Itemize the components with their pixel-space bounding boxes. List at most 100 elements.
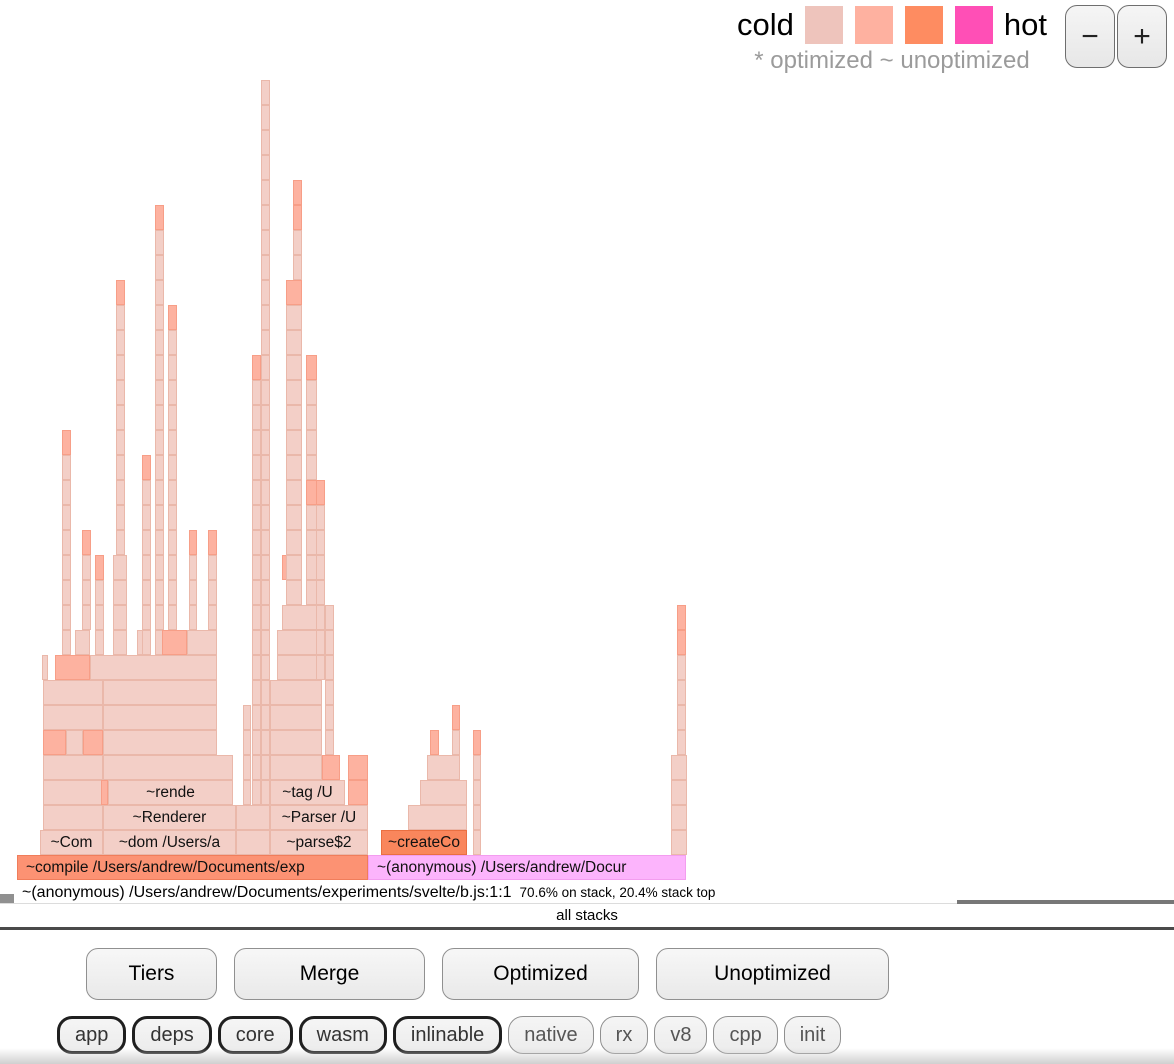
flame-block[interactable] (155, 205, 164, 230)
flame-block[interactable] (671, 780, 687, 805)
zoom-out-button[interactable]: − (1065, 5, 1115, 68)
flame-block[interactable] (168, 505, 177, 530)
flame-block[interactable] (261, 355, 270, 380)
flame-block[interactable] (261, 580, 270, 605)
flame-block[interactable] (261, 680, 270, 705)
filter-core[interactable]: core (217, 1016, 293, 1054)
flame-block[interactable] (261, 405, 270, 430)
flame-block[interactable] (142, 530, 151, 555)
flame-block[interactable] (95, 555, 104, 580)
tiers-button[interactable]: Tiers (86, 948, 217, 1000)
flame-block[interactable] (261, 330, 270, 355)
flame-block[interactable] (43, 730, 66, 755)
flame-block[interactable] (243, 730, 251, 755)
flame-block[interactable] (348, 755, 368, 780)
flame-block[interactable] (168, 305, 177, 330)
flame-block[interactable] (261, 755, 270, 780)
flame-block[interactable] (103, 730, 217, 755)
flame-block[interactable] (286, 555, 302, 580)
flame-block[interactable] (473, 755, 481, 780)
flame-block[interactable] (282, 605, 317, 630)
flame-block[interactable] (261, 455, 270, 480)
flame-block[interactable] (55, 655, 90, 680)
flame-block[interactable] (316, 555, 325, 580)
flame-block[interactable] (316, 480, 325, 505)
merge-button[interactable]: Merge (234, 948, 425, 1000)
flame-block[interactable] (408, 805, 467, 830)
flame-block[interactable] (252, 705, 261, 730)
flame-block[interactable] (473, 830, 481, 855)
flame-block[interactable] (261, 80, 270, 105)
flame-block[interactable] (316, 505, 325, 530)
flame-block[interactable] (155, 330, 164, 355)
flame-block[interactable] (62, 530, 71, 555)
flame-block[interactable] (261, 255, 270, 280)
flame-block[interactable] (252, 530, 261, 555)
flame-block[interactable] (677, 630, 686, 655)
flame-block[interactable] (252, 430, 261, 455)
flame-block[interactable] (95, 605, 104, 630)
flame-block[interactable] (286, 330, 302, 355)
flame-block[interactable] (95, 580, 104, 605)
flame-block[interactable] (142, 630, 151, 655)
flame-frame[interactable]: ~rende (108, 780, 233, 805)
flame-block[interactable] (155, 430, 164, 455)
flame-block[interactable] (252, 505, 261, 530)
filter-inlinable[interactable]: inlinable (392, 1016, 503, 1054)
flame-block[interactable] (286, 530, 302, 555)
flame-block[interactable] (116, 380, 125, 405)
flame-block[interactable] (208, 605, 217, 630)
flame-block[interactable] (252, 780, 261, 805)
flame-block[interactable] (293, 205, 302, 230)
flame-block[interactable] (452, 730, 460, 755)
flame-block[interactable] (116, 305, 125, 330)
flame-block[interactable] (168, 430, 177, 455)
flame-block[interactable] (43, 780, 103, 805)
flame-block[interactable] (306, 455, 317, 480)
flame-block[interactable] (261, 205, 270, 230)
flame-block[interactable] (252, 380, 261, 405)
flame-block[interactable] (155, 230, 164, 255)
filter-init[interactable]: init (783, 1016, 842, 1054)
flame-block[interactable] (671, 805, 687, 830)
flame-block[interactable] (155, 355, 164, 380)
flame-block[interactable] (62, 430, 71, 455)
flame-block[interactable] (155, 580, 164, 605)
flame-block[interactable] (243, 755, 251, 780)
flame-block[interactable] (325, 655, 334, 680)
flame-block[interactable] (82, 530, 91, 555)
flame-block[interactable] (252, 405, 261, 430)
flame-block[interactable] (306, 380, 317, 405)
flame-block[interactable] (286, 480, 302, 505)
flame-block[interactable] (208, 530, 217, 555)
flame-block[interactable] (155, 605, 164, 630)
flame-block[interactable] (103, 755, 233, 780)
flame-block[interactable] (168, 605, 177, 630)
flame-block[interactable] (113, 630, 127, 655)
flame-block[interactable] (677, 680, 686, 705)
flame-block[interactable] (168, 355, 177, 380)
flame-block[interactable] (430, 730, 439, 755)
flame-block[interactable] (261, 505, 270, 530)
flame-block[interactable] (261, 280, 270, 305)
flame-block[interactable] (142, 580, 151, 605)
flame-block[interactable] (420, 780, 467, 805)
flame-block[interactable] (62, 505, 71, 530)
flame-block[interactable] (62, 605, 71, 630)
flame-block[interactable] (155, 255, 164, 280)
flame-block[interactable] (155, 555, 164, 580)
flame-block[interactable] (293, 180, 302, 205)
flame-block[interactable] (270, 705, 322, 730)
flame-block[interactable] (90, 655, 217, 680)
flame-block[interactable] (66, 730, 83, 755)
flame-block[interactable] (82, 580, 91, 605)
flame-frame[interactable]: ~dom /Users/a (103, 830, 236, 855)
flame-block[interactable] (116, 455, 125, 480)
flame-block[interactable] (236, 805, 270, 830)
flame-block[interactable] (103, 705, 217, 730)
flame-block[interactable] (208, 580, 217, 605)
flame-block[interactable] (243, 780, 251, 805)
flame-block[interactable] (83, 730, 103, 755)
range-slider-handle[interactable] (0, 894, 14, 903)
flame-frame[interactable]: ~Renderer (103, 805, 236, 830)
